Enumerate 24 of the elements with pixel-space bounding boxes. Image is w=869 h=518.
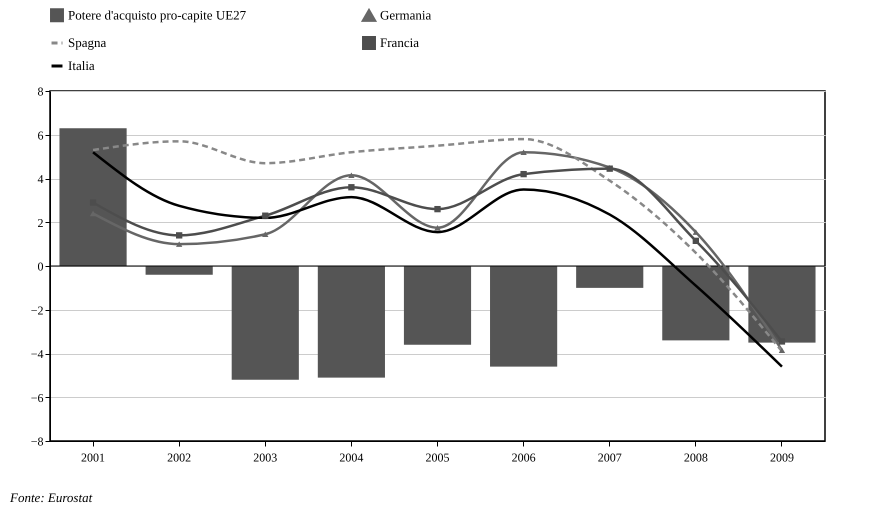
- x-tick-label: 2009: [770, 450, 794, 464]
- legend-label: Potere d'acquisto pro-capite UE27: [68, 7, 247, 22]
- y-tick-label: 0: [38, 260, 44, 274]
- x-tick-label: 2003: [253, 450, 278, 464]
- x-tick-label: 2005: [426, 450, 450, 464]
- y-tick-label: 2: [38, 216, 44, 230]
- y-tick-label: −8: [30, 434, 44, 448]
- x-tick-label: 2007: [598, 450, 622, 464]
- x-tick-label: 2004: [339, 450, 364, 464]
- y-tick-label: −4: [30, 347, 44, 361]
- y-tick-label: 4: [38, 172, 44, 186]
- y-tick-label: 8: [38, 84, 44, 98]
- legend-label: Germania: [380, 8, 432, 23]
- x-tick-label: 2002: [167, 450, 192, 464]
- legend-label: Italia: [68, 58, 95, 73]
- x-tick-label: 2008: [684, 450, 708, 464]
- y-tick-label: 6: [38, 128, 44, 142]
- y-tick-label: −2: [30, 303, 44, 318]
- x-tick-label: 2001: [81, 450, 106, 464]
- x-tick-label: 2006: [512, 450, 536, 464]
- legend-label: Spagna: [68, 35, 106, 50]
- source-note: Fonte: Eurostat: [10, 490, 92, 506]
- legend-label: Francia: [380, 35, 420, 50]
- y-tick-label: −6: [30, 390, 44, 405]
